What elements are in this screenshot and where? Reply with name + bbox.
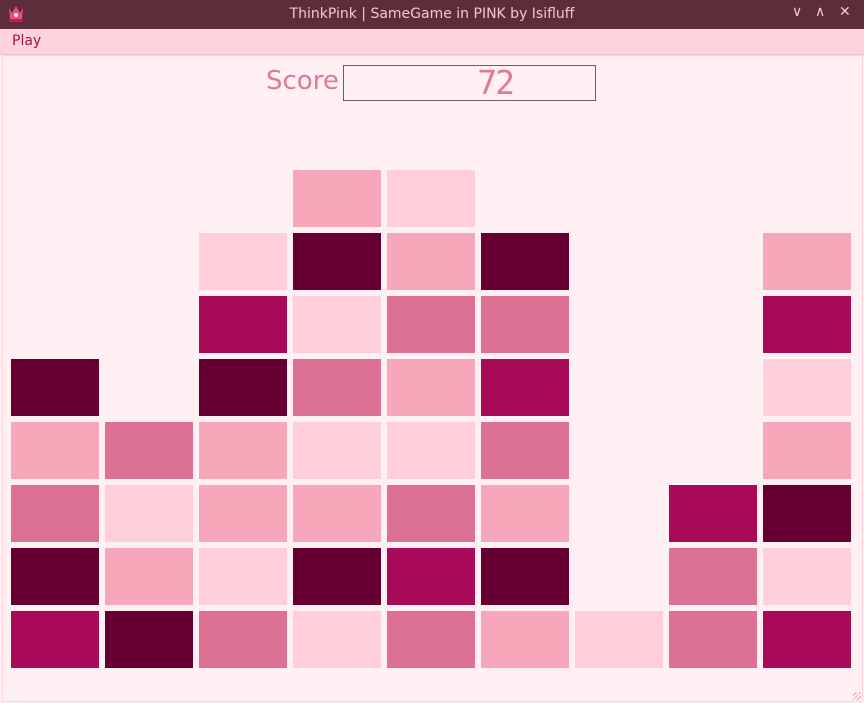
block-light[interactable] — [199, 548, 287, 605]
block-rose[interactable] — [387, 485, 475, 542]
block-rose[interactable] — [199, 611, 287, 668]
window-title: ThinkPink | SameGame in PINK by Isifluff — [289, 6, 575, 22]
menu-bar: Play — [0, 29, 864, 55]
block-rose[interactable] — [481, 296, 569, 353]
block-dark[interactable] — [105, 611, 193, 668]
block-dark[interactable] — [11, 359, 99, 416]
block-dark[interactable] — [199, 359, 287, 416]
block-light[interactable] — [387, 170, 475, 227]
block-medium[interactable] — [387, 359, 475, 416]
block-magenta[interactable] — [481, 359, 569, 416]
crown-icon — [9, 6, 23, 22]
block-dark[interactable] — [11, 548, 99, 605]
block-magenta[interactable] — [763, 611, 851, 668]
title-bar: ThinkPink | SameGame in PINK by Isifluff… — [0, 0, 864, 29]
maximize-button[interactable]: ∧ — [815, 4, 826, 20]
block-magenta[interactable] — [199, 296, 287, 353]
block-magenta[interactable] — [763, 296, 851, 353]
block-dark[interactable] — [481, 548, 569, 605]
block-magenta[interactable] — [11, 611, 99, 668]
block-light[interactable] — [293, 296, 381, 353]
block-medium[interactable] — [763, 422, 851, 479]
block-dark[interactable] — [293, 233, 381, 290]
block-rose[interactable] — [387, 611, 475, 668]
block-dark[interactable] — [293, 548, 381, 605]
block-magenta[interactable] — [387, 548, 475, 605]
block-light[interactable] — [763, 359, 851, 416]
block-light[interactable] — [387, 422, 475, 479]
block-light[interactable] — [763, 548, 851, 605]
block-rose[interactable] — [669, 548, 757, 605]
minimize-button[interactable]: ∨ — [792, 4, 803, 20]
menu-play[interactable]: Play — [12, 33, 42, 49]
block-rose[interactable] — [387, 296, 475, 353]
score-value: 72 — [477, 63, 515, 102]
resize-grip[interactable] — [853, 692, 861, 700]
block-medium[interactable] — [293, 485, 381, 542]
block-medium[interactable] — [11, 422, 99, 479]
block-medium[interactable] — [199, 422, 287, 479]
block-rose[interactable] — [11, 485, 99, 542]
score-display: 72 — [343, 63, 596, 102]
block-medium[interactable] — [481, 485, 569, 542]
block-medium[interactable] — [481, 611, 569, 668]
score-label: Score — [266, 66, 339, 96]
block-medium[interactable] — [199, 485, 287, 542]
block-rose[interactable] — [669, 611, 757, 668]
block-medium[interactable] — [387, 233, 475, 290]
block-magenta[interactable] — [669, 485, 757, 542]
block-light[interactable] — [293, 422, 381, 479]
block-medium[interactable] — [105, 548, 193, 605]
block-light[interactable] — [293, 611, 381, 668]
close-button[interactable]: ✕ — [839, 4, 851, 20]
block-light[interactable] — [105, 485, 193, 542]
block-rose[interactable] — [105, 422, 193, 479]
block-rose[interactable] — [481, 422, 569, 479]
block-medium[interactable] — [293, 170, 381, 227]
block-rose[interactable] — [293, 359, 381, 416]
block-medium[interactable] — [763, 233, 851, 290]
block-dark[interactable] — [763, 485, 851, 542]
block-dark[interactable] — [481, 233, 569, 290]
block-light[interactable] — [199, 233, 287, 290]
block-light[interactable] — [575, 611, 663, 668]
